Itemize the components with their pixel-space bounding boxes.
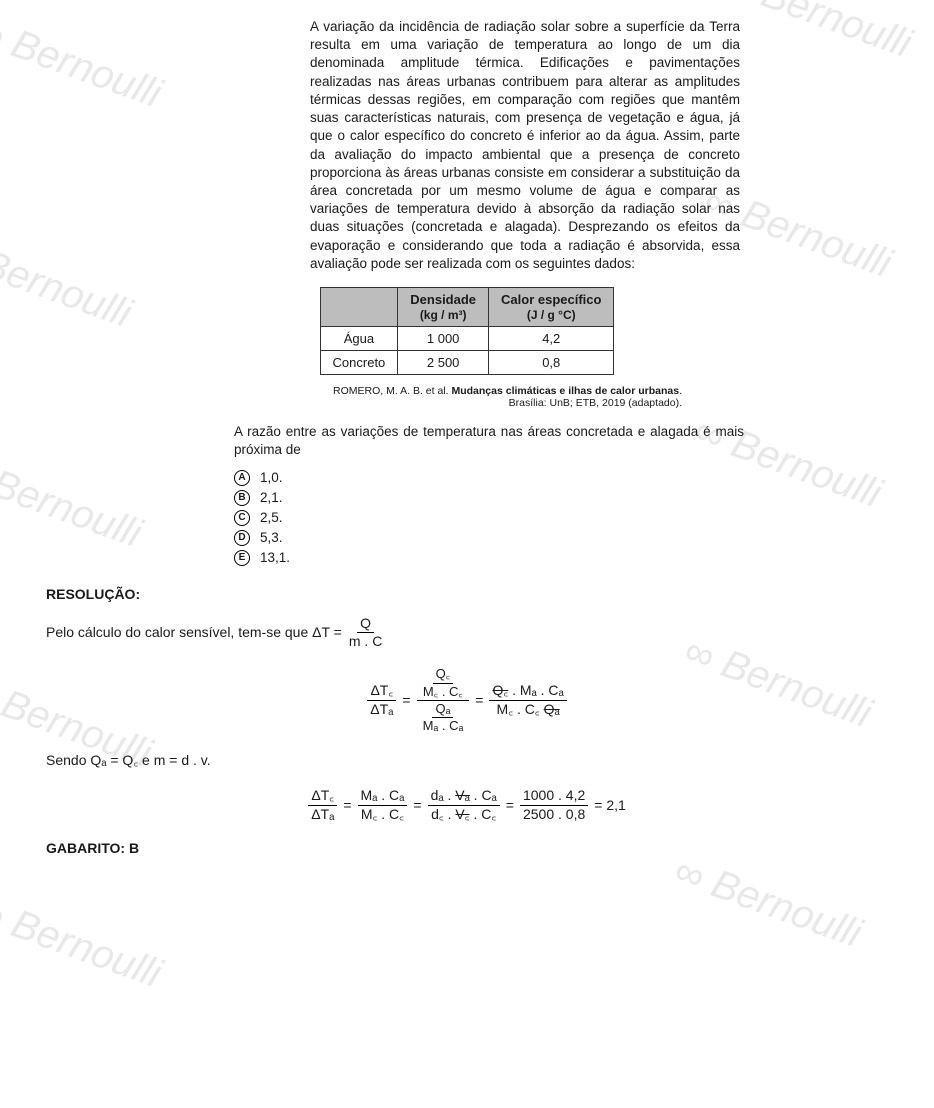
- option-a: A 1,0.: [234, 470, 910, 486]
- option-letter: B: [234, 490, 250, 506]
- option-b: B 2,1.: [234, 490, 910, 506]
- table-row: Concreto 2 500 0,8: [320, 351, 614, 375]
- question-tail: A razão entre as variações de temperatur…: [234, 423, 744, 459]
- option-letter: E: [234, 550, 250, 566]
- option-text: 2,5.: [260, 510, 283, 525]
- option-letter: A: [234, 470, 250, 486]
- option-text: 5,3.: [260, 530, 283, 545]
- resolution-label: RESOLUÇÃO:: [46, 586, 910, 602]
- option-text: 2,1.: [260, 490, 283, 505]
- option-text: 13,1.: [260, 550, 290, 565]
- watermark: Bernoulli: [0, 888, 167, 997]
- citation: ROMERO, M. A. B. et al. Mudanças climáti…: [252, 385, 682, 409]
- option-text: 1,0.: [260, 470, 283, 485]
- option-d: D 5,3.: [234, 530, 910, 546]
- options-list: A 1,0. B 2,1. C 2,5. D 5,3. E 13,1.: [234, 470, 910, 566]
- table-corner: [320, 288, 398, 327]
- header-density: Densidade(kg / m³): [398, 288, 489, 327]
- formula-block-2: ΔT꜀ ΔTₐ = Mₐ . Cₐ M꜀ . C꜀ = dₐ . Vₐ . Cₐ…: [24, 788, 910, 822]
- data-table: Densidade(kg / m³) Calor específico(J / …: [320, 287, 615, 375]
- resolution-line-1: Pelo cálculo do calor sensível, tem-se q…: [46, 616, 910, 650]
- option-e: E 13,1.: [234, 550, 910, 566]
- header-specific-heat: Calor específico(J / g °C): [489, 288, 614, 327]
- option-c: C 2,5.: [234, 510, 910, 526]
- table-row: Água 1 000 4,2: [320, 327, 614, 351]
- formula-block-1: ΔT꜀ ΔTₐ = Q꜀ M꜀ . C꜀ Qₐ Mₐ . Cₐ: [24, 667, 910, 733]
- question-body: A variação da incidência de radiação sol…: [310, 18, 740, 273]
- resolution-line-2: Sendo Qₐ = Q꜀ e m = d . v.: [46, 751, 910, 770]
- answer-label: GABARITO: B: [46, 840, 910, 856]
- option-letter: D: [234, 530, 250, 546]
- option-letter: C: [234, 510, 250, 526]
